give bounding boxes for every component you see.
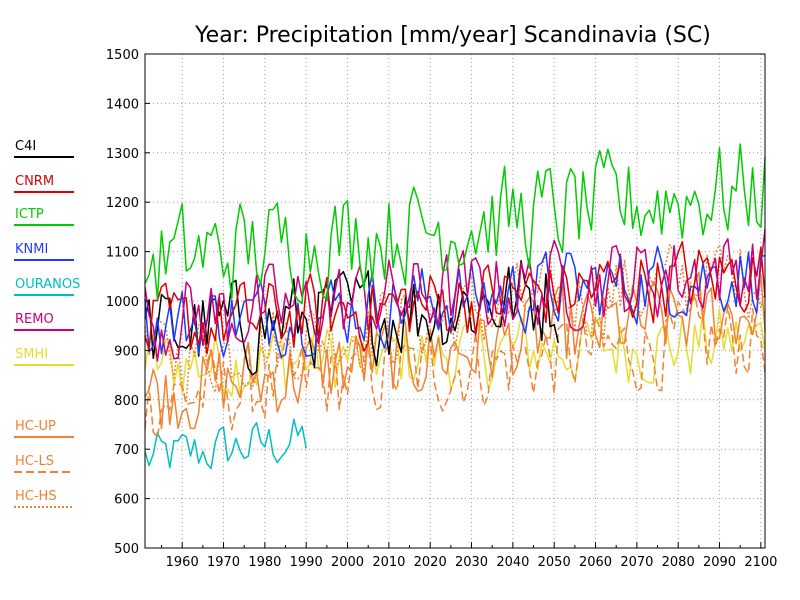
legend-label-cnrm: CNRM: [15, 174, 54, 189]
legend-label-remo: REMO: [15, 312, 54, 327]
x-tick-label: 1970: [207, 555, 240, 570]
legend-label-hc-up: HC-UP: [15, 419, 56, 434]
x-tick-label: 2010: [372, 555, 405, 570]
series-line-hc-up: [144, 271, 766, 430]
x-tick-label: 2000: [331, 555, 364, 570]
x-tick-label: 2070: [620, 555, 653, 570]
series-line-ouranos: [144, 418, 307, 470]
legend: C4I CNRM ICTP KNMI OURANOS REMO SMHI HC-UP HC-LS…: [14, 139, 80, 508]
x-tick-label: 1960: [166, 555, 199, 570]
x-axis: 1960 1970 1980 1990 2000 2010 2020 2030 2040 2050…: [161, 542, 777, 570]
series-line-ictp: [144, 143, 766, 305]
legend-label-ouranos: OURANOS: [15, 277, 80, 292]
y-axis: 500 600 700 800 900 1000 1100 1200 1300 1400 1500: [106, 48, 150, 557]
y-tick-label: 600: [114, 493, 139, 508]
series-group: [144, 143, 766, 470]
x-tick-label: 2100: [744, 555, 777, 570]
y-tick-label: 1100: [106, 246, 139, 261]
y-tick-label: 1400: [106, 97, 139, 112]
y-tick-label: 1300: [106, 147, 139, 162]
x-tick-label: 2040: [496, 555, 529, 570]
x-tick-label: 2050: [538, 555, 571, 570]
x-tick-label: 1980: [248, 555, 281, 570]
legend-label-hc-hs: HC-HS: [15, 489, 57, 504]
x-tick-label: 1990: [290, 555, 323, 570]
y-tick-label: 800: [114, 394, 139, 409]
series-line-remo: [144, 229, 766, 362]
series-line-hc-ls: [144, 293, 766, 439]
legend-label-ictp: ICTP: [15, 207, 44, 222]
y-tick-label: 500: [114, 542, 139, 557]
legend-label-knmi: KNMI: [15, 242, 48, 257]
x-tick-label: 2030: [455, 555, 488, 570]
legend-label-hc-ls: HC-LS: [15, 454, 54, 469]
series-line-hc-hs: [144, 244, 766, 403]
y-tick-label: 1500: [106, 48, 139, 63]
y-tick-label: 1000: [106, 295, 139, 310]
y-tick-label: 1200: [106, 196, 139, 211]
x-tick-label: 2060: [579, 555, 612, 570]
chart-title: Year: Precipitation [mm/year] Scandinavi…: [194, 23, 711, 48]
y-tick-label: 700: [114, 443, 139, 458]
legend-label-smhi: SMHI: [15, 347, 48, 362]
x-tick-label: 2080: [662, 555, 695, 570]
x-tick-label: 2020: [414, 555, 447, 570]
x-tick-label: 2090: [703, 555, 736, 570]
y-tick-label: 900: [114, 344, 139, 359]
legend-label-c4i: C4I: [15, 139, 36, 154]
